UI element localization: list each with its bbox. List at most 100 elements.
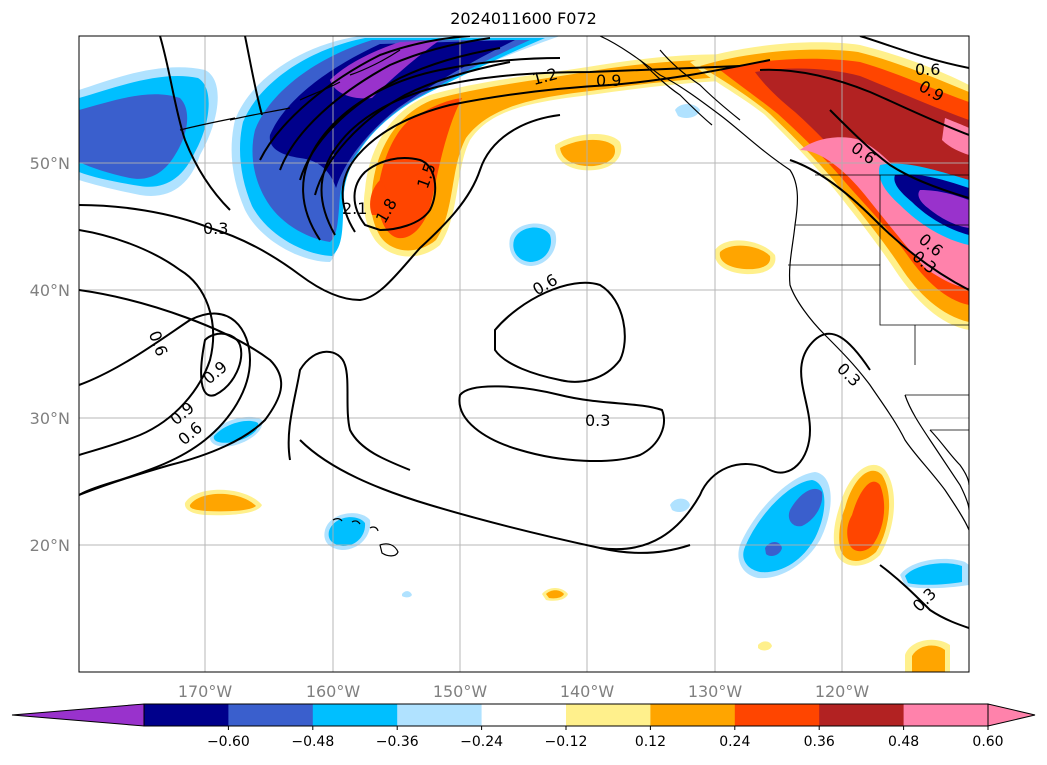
colorbar-swatch (481, 704, 567, 726)
contour-0p6-nne (859, 36, 969, 69)
contour-0p6-ne (829, 109, 969, 199)
colorbar-tick-label: 0.36 (804, 734, 835, 750)
coastline-layer (179, 36, 969, 557)
lat-tick-labels: 50°N 40°N 30°N 20°N (30, 154, 70, 555)
colorbar-tick-label: 0.24 (719, 734, 750, 750)
colorbar-swatch (650, 704, 736, 726)
contour-jet-inner-2 (279, 37, 491, 171)
lon-tick-label: 170°W (178, 682, 233, 701)
contour-west-outer (79, 289, 283, 496)
negative-blob-nw-blue (79, 94, 188, 179)
negative-blob-tiny (402, 591, 412, 598)
contour-label: 0.9 (596, 71, 621, 90)
contour-jet-2p1 (353, 157, 437, 232)
lat-tick-label: 40°N (30, 281, 70, 300)
contour-jet-inner-4 (314, 61, 511, 196)
colorbar-tick-label: 0.60 (972, 734, 1003, 750)
coastline-aleutians (179, 49, 401, 131)
contour-0p3-central (299, 332, 871, 551)
shaded-field-layer (79, 36, 969, 672)
contour-0p3-mid-west (287, 350, 411, 471)
negative-blob-sub-blue (788, 488, 823, 527)
contour-nw-west-upper (159, 36, 231, 211)
contour-jet-1p5 (320, 65, 741, 236)
negative-blob-alaska (675, 104, 700, 118)
positive-ridge-orange (370, 59, 760, 251)
lon-tick-labels: 170°W 160°W 150°W 140°W 130°W 120°W (178, 682, 870, 701)
coastline-baja (904, 394, 969, 511)
negative-blob-sub-small (670, 498, 690, 513)
coastline-mexico-west (929, 429, 969, 486)
contour-jet-inner-3 (299, 47, 501, 181)
colorbar-tick-label: −0.24 (460, 734, 503, 750)
negative-blob-center-cyan (513, 227, 551, 262)
positive-blob-sw-orange (189, 493, 256, 512)
contour-0p3-baja (879, 564, 969, 629)
contour-label: 0.3 (833, 359, 864, 390)
positive-ridge-red-cap (370, 180, 392, 215)
contour-label: 0.3 (203, 219, 228, 238)
colorbar-tick-label: −0.48 (291, 734, 334, 750)
colorbar-swatch (312, 704, 398, 726)
contour-0p6-ne-2 (789, 159, 969, 291)
border-mexico (905, 394, 969, 431)
positive-blob-e-orange (719, 245, 771, 270)
lon-tick-label: 140°W (560, 682, 615, 701)
colorbar-tick-label: 0.12 (635, 734, 666, 750)
contour-jet-1p8 (341, 59, 771, 233)
contour-0p9-ne (759, 68, 969, 136)
colorbar-extend-min (11, 703, 145, 727)
contour-label: 0.3 (909, 584, 940, 615)
colorbar-swatch (228, 704, 314, 726)
positive-blob-s-orange (546, 590, 564, 599)
positive-blob-tiny (758, 641, 772, 651)
colorbar-extend-max (987, 703, 1036, 727)
contour-layer (79, 36, 969, 629)
colorbar-swatch (903, 704, 989, 726)
map-frame (78, 35, 970, 673)
colorbar-swatch (397, 704, 483, 726)
negative-trough-navy (269, 40, 515, 188)
contour-0p3-loop (458, 385, 665, 463)
positive-ne-band-pink (800, 137, 969, 288)
negative-blob-baja-cyan (905, 563, 962, 585)
positive-blob-mid-orange (560, 139, 616, 167)
colorbar-swatch (819, 704, 905, 726)
contour-jet-inner-1 (259, 36, 471, 161)
contour-0p3-central-south (599, 544, 691, 554)
colorbar-tick-label: −0.12 (545, 734, 588, 750)
colorbar-tick-label: −0.60 (207, 734, 250, 750)
positive-ridge-red (377, 98, 462, 239)
hawaii-islands (332, 518, 399, 557)
contour-0p6-center-loop (494, 281, 626, 383)
negative-blob-w-cyan (213, 420, 259, 443)
positive-blob-mexico-red (847, 481, 885, 552)
contour-0p6-west (79, 229, 215, 456)
negative-blob-hawaii-cyan (328, 517, 366, 546)
coastline-north-america (599, 36, 969, 531)
contour-label: 2.1 (342, 199, 367, 218)
colorbar-swatch (566, 704, 651, 726)
border-california (788, 264, 969, 326)
contour-west-outer-2 (79, 312, 252, 496)
lat-tick-label: 20°N (30, 536, 70, 555)
colorbar-tick-label: 0.48 (888, 734, 919, 750)
map-title: 2024011600 F072 (450, 9, 597, 28)
colorbar-swatch (734, 704, 820, 726)
contour-0p3-north (79, 114, 561, 302)
lon-tick-label: 120°W (815, 682, 870, 701)
border-state-vertical (879, 175, 916, 365)
colorbar-swatch (144, 704, 229, 726)
lon-tick-label: 150°W (433, 682, 488, 701)
colorbar: −0.60 −0.48 −0.36 −0.24 −0.12 0.12 0.24 0.36 0.4… (11, 703, 1036, 750)
positive-blob-se-orange (912, 645, 945, 672)
lat-tick-label: 30°N (30, 409, 70, 428)
contour-nw-upper-2 (244, 36, 263, 116)
contour-label: 0.6 (915, 60, 940, 79)
contour-label: 0.9 (199, 357, 231, 388)
lat-tick-label: 50°N (30, 154, 70, 173)
contour-label: 0.6 (529, 270, 561, 299)
lon-tick-label: 160°W (306, 682, 361, 701)
contour-label: 0.6 (145, 328, 172, 358)
